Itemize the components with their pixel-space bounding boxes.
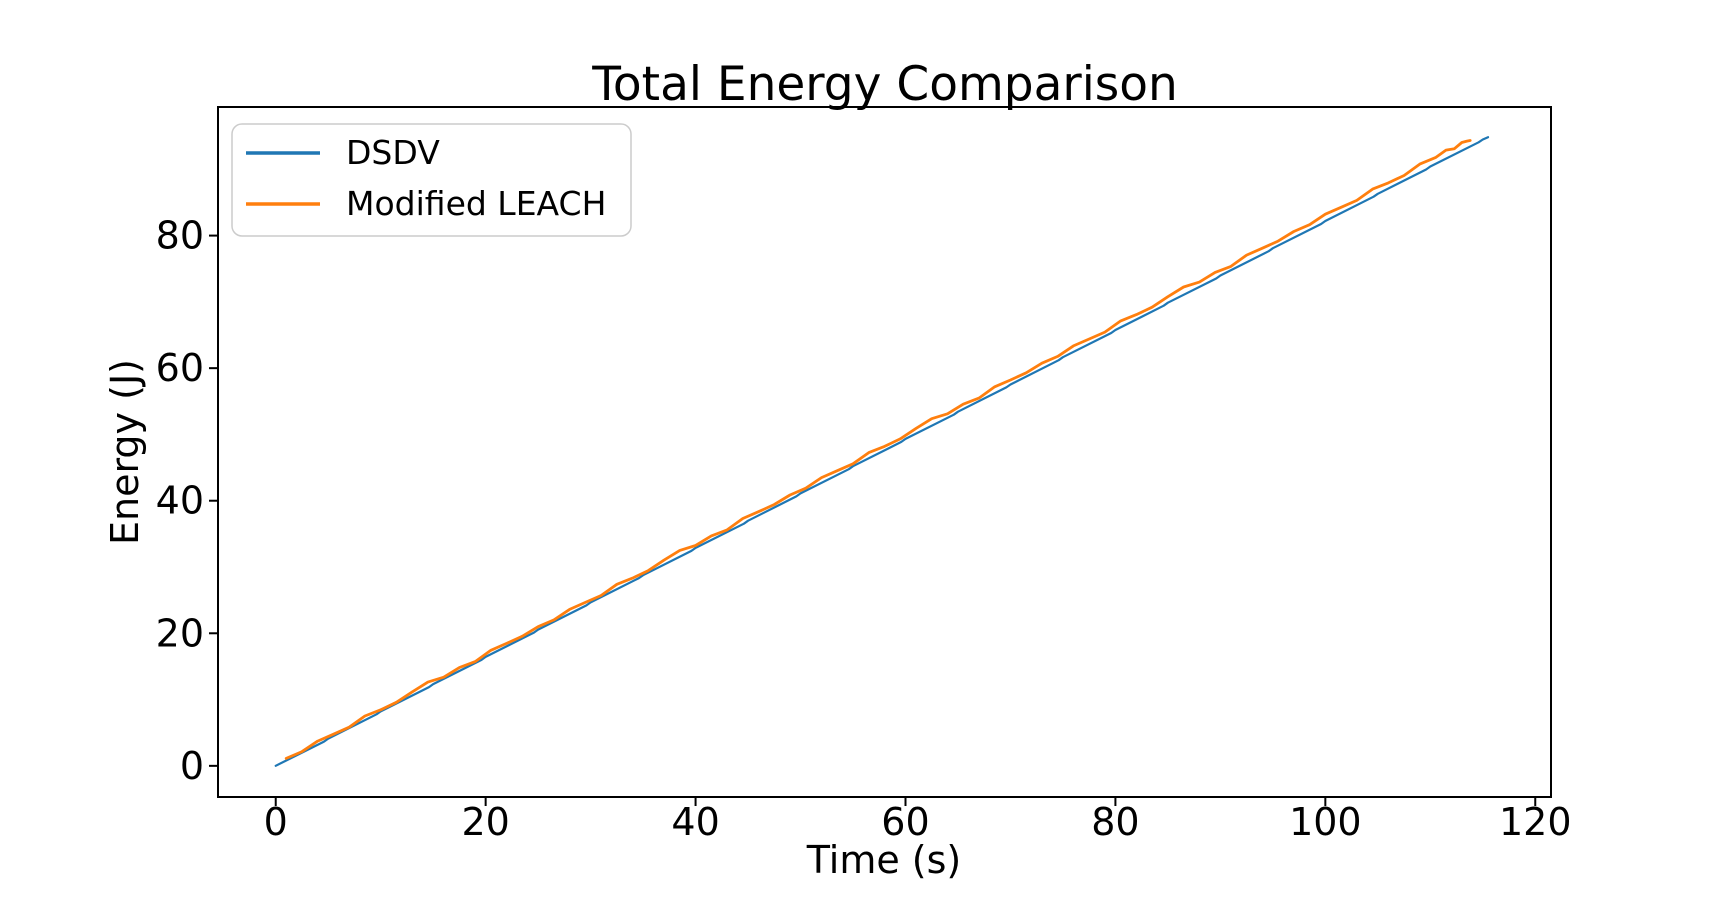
legend: DSDV Modified LEACH	[231, 123, 632, 237]
x-tick-label: 60	[881, 800, 929, 844]
plot-border	[217, 106, 1552, 798]
y-tick-label: 80	[156, 214, 204, 258]
x-axis-ticks: 0 20 40 60 80 100 120	[264, 797, 1572, 844]
series-line-modified-leach	[284, 139, 1472, 760]
y-tick-label: 60	[156, 346, 204, 390]
x-tick-label: 80	[1091, 800, 1139, 844]
y-axis-ticks: 0 20 40 60 80	[156, 214, 218, 788]
legend-label-dsdv: DSDV	[346, 133, 440, 172]
x-tick-label: 100	[1289, 800, 1362, 844]
y-tick-label: 20	[156, 611, 204, 655]
series-lines	[274, 136, 1490, 767]
legend-box	[231, 123, 632, 237]
x-tick-label: 120	[1499, 800, 1572, 844]
x-tick-label: 20	[461, 800, 509, 844]
x-axis-label: Time (s)	[806, 838, 962, 882]
x-tick-label: 40	[671, 800, 719, 844]
series-line-dsdv	[274, 136, 1490, 767]
x-tick-label: 0	[264, 800, 288, 844]
chart-title: Total Energy Comparison	[591, 57, 1178, 112]
y-tick-label: 40	[156, 479, 204, 523]
legend-label-modified-leach: Modified LEACH	[346, 184, 606, 223]
y-tick-label: 0	[180, 744, 204, 788]
y-axis-label: Energy (J)	[103, 359, 147, 545]
